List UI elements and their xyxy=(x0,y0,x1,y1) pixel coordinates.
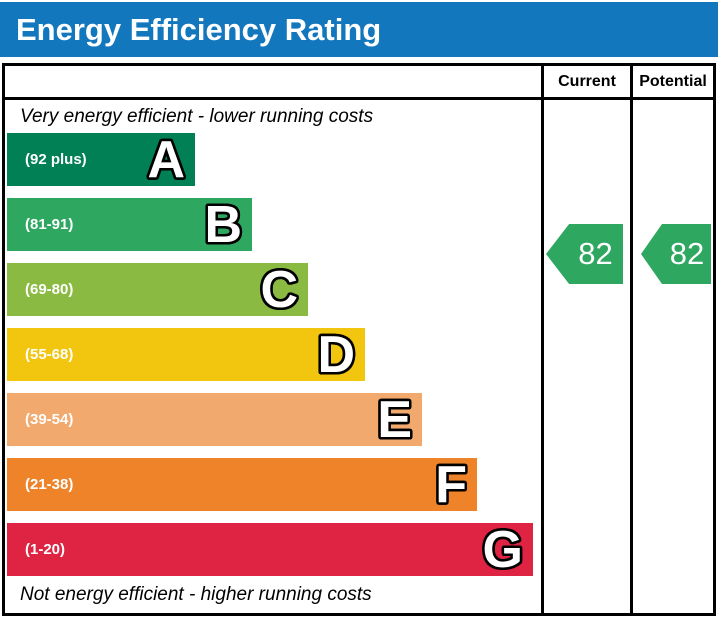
current-column-body: 82 xyxy=(541,100,630,613)
band-letter: D xyxy=(317,325,355,384)
band-letter: E xyxy=(377,390,412,449)
band-letter: F xyxy=(435,455,467,514)
band-row: (55-68) D xyxy=(7,328,365,381)
band-letter: C xyxy=(260,260,298,319)
potential-column-label: Potential xyxy=(639,72,707,90)
band-letter: A xyxy=(147,130,185,189)
band-row: (1-20) G xyxy=(7,523,533,576)
potential-rating-arrow: 82 xyxy=(641,224,711,284)
band-letter: B xyxy=(204,195,242,254)
caption-not-efficient: Not energy efficient - higher running co… xyxy=(20,583,372,605)
band-range-label: (21-38) xyxy=(25,476,74,493)
current-column-header: Current xyxy=(541,66,630,97)
current-rating-arrow: 82 xyxy=(546,224,623,284)
table-header-row: Current Potential xyxy=(5,66,713,100)
table-body-row: Very energy efficient - lower running co… xyxy=(5,100,713,613)
current-column-label: Current xyxy=(558,72,616,90)
band-row: (81-91) B xyxy=(7,198,252,251)
band-range-label: (39-54) xyxy=(25,411,74,428)
potential-column-body: 82 xyxy=(630,100,713,613)
band-range-label: (55-68) xyxy=(25,346,74,363)
band-row: (92 plus) A xyxy=(7,133,195,186)
potential-rating-value: 82 xyxy=(669,236,705,271)
current-rating-value: 82 xyxy=(578,236,613,271)
band-letter: G xyxy=(482,520,523,579)
caption-very-efficient: Very energy efficient - lower running co… xyxy=(20,105,374,127)
band-range-label: (81-91) xyxy=(25,216,74,233)
band-range-label: (92 plus) xyxy=(25,151,87,168)
potential-column-header: Potential xyxy=(630,66,713,97)
band-row: (39-54) E xyxy=(7,393,422,446)
band-range-label: (1-20) xyxy=(25,541,66,558)
band-row: (69-80) C xyxy=(7,263,308,316)
page-title-banner: Energy Efficiency Rating xyxy=(0,2,718,57)
rating-scale-area: Very energy efficient - lower running co… xyxy=(5,100,541,613)
band-row: (21-38) F xyxy=(7,458,477,511)
energy-rating-table: Current Potential Very energy efficient … xyxy=(2,63,716,616)
rating-scale-header-cell xyxy=(5,66,541,97)
band-range-label: (69-80) xyxy=(25,281,74,298)
band-scale: (92 plus) A (81-91) B (69-80) C (55-68) … xyxy=(7,133,541,576)
page-title: Energy Efficiency Rating xyxy=(16,11,382,47)
